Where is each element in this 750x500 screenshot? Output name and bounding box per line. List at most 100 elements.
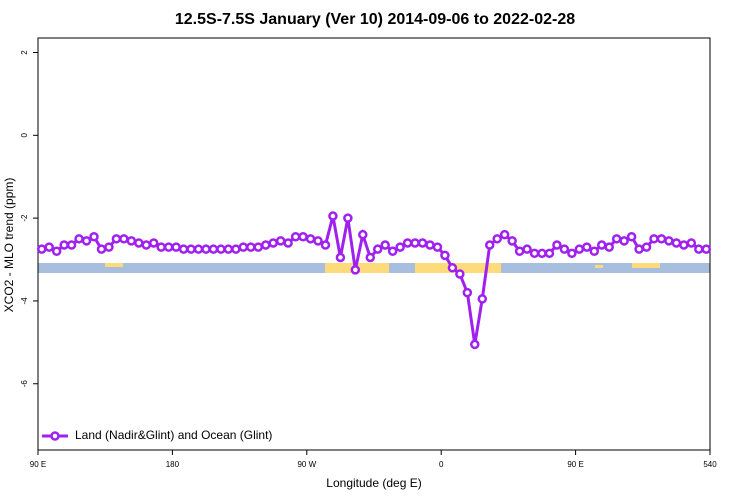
data-point xyxy=(425,240,435,250)
data-point xyxy=(372,244,383,254)
y-tick-label: -4 xyxy=(20,297,29,305)
data-point xyxy=(119,234,129,244)
data-point xyxy=(104,242,114,252)
data-point xyxy=(470,339,480,350)
data-point xyxy=(387,246,398,256)
data-point xyxy=(178,244,189,254)
data-point xyxy=(619,236,629,246)
data-point xyxy=(216,244,226,254)
data-point xyxy=(596,240,607,250)
data-point xyxy=(686,238,697,248)
data-point xyxy=(171,242,181,252)
data-point xyxy=(343,213,353,223)
x-tick-label: 0 xyxy=(439,460,444,469)
data-point xyxy=(59,240,69,250)
data-point xyxy=(634,244,644,254)
data-point xyxy=(671,238,682,248)
data-point xyxy=(74,234,84,244)
data-point xyxy=(111,234,122,244)
data-point xyxy=(163,242,174,252)
data-point xyxy=(126,236,137,246)
data-point xyxy=(186,244,196,254)
data-point xyxy=(156,242,166,252)
data-point xyxy=(275,236,286,246)
y-tick-label: -2 xyxy=(20,214,29,222)
data-point xyxy=(268,238,278,248)
data-point xyxy=(81,236,92,246)
data-point xyxy=(679,240,689,250)
data-point xyxy=(537,248,547,259)
data-point xyxy=(305,234,316,244)
data-point xyxy=(664,236,674,246)
data-point xyxy=(260,240,271,250)
data-point xyxy=(641,242,652,252)
land-ocean-strip xyxy=(38,263,710,273)
data-point xyxy=(44,242,54,252)
data-point xyxy=(134,238,144,248)
series-line xyxy=(41,215,707,345)
data-point xyxy=(604,242,614,252)
legend-marker xyxy=(50,431,60,441)
data-point xyxy=(313,236,323,246)
data-point xyxy=(358,229,368,240)
data-point xyxy=(51,246,62,256)
data-point xyxy=(141,240,152,250)
data-point xyxy=(499,229,510,240)
data-point xyxy=(462,287,473,298)
data-point xyxy=(559,244,570,254)
data-point xyxy=(201,244,211,254)
data-point xyxy=(395,242,405,252)
data-point xyxy=(246,242,256,252)
data-point xyxy=(193,244,204,254)
data-point xyxy=(402,238,413,248)
legend-label: Land (Nadir&Glint) and Ocean (Glint) xyxy=(75,428,272,442)
data-point xyxy=(417,238,428,248)
data-point xyxy=(223,244,234,254)
data-point xyxy=(253,242,264,252)
data-point xyxy=(484,240,495,250)
x-tick-label: 90 W xyxy=(297,460,316,469)
data-point xyxy=(350,265,361,275)
data-point xyxy=(66,240,77,250)
data-point xyxy=(231,244,241,254)
data-point xyxy=(522,244,532,254)
chart-title: 12.5S-7.5S January (Ver 10) 2014-09-06 t… xyxy=(175,11,575,28)
y-tick-label: 2 xyxy=(20,50,29,55)
data-point xyxy=(365,252,376,263)
data-point xyxy=(283,238,293,248)
data-point xyxy=(694,244,704,254)
data-point xyxy=(544,248,555,259)
data-point xyxy=(455,269,465,279)
data-point xyxy=(410,238,420,248)
data-point xyxy=(582,242,592,252)
data-point xyxy=(477,294,488,304)
data-point xyxy=(36,244,47,254)
data-point xyxy=(380,240,390,250)
data-point xyxy=(514,246,525,256)
data-point xyxy=(507,236,517,246)
data-point xyxy=(208,244,219,254)
data-point xyxy=(447,263,458,273)
data-point xyxy=(335,252,346,263)
data-point xyxy=(290,232,301,242)
data-point xyxy=(432,242,443,252)
x-tick-label: 540 xyxy=(703,460,717,469)
data-point xyxy=(328,211,338,221)
data-point xyxy=(320,240,331,250)
x-tick-label: 90 E xyxy=(567,460,583,469)
data-point xyxy=(574,244,585,254)
legend: Land (Nadir&Glint) and Ocean (Glint) xyxy=(42,428,272,442)
y-tick-label: -6 xyxy=(20,380,29,388)
data-point xyxy=(89,232,99,242)
data-point xyxy=(238,242,249,252)
data-point xyxy=(611,234,622,244)
data-point xyxy=(567,248,577,259)
data-point xyxy=(298,232,308,242)
data-point xyxy=(552,240,562,250)
data-point xyxy=(589,246,600,256)
y-tick-label: 0 xyxy=(20,133,29,138)
x-tick-label: 180 xyxy=(166,460,180,469)
data-point xyxy=(656,234,667,244)
x-axis-label: Longitude (deg E) xyxy=(326,476,421,490)
